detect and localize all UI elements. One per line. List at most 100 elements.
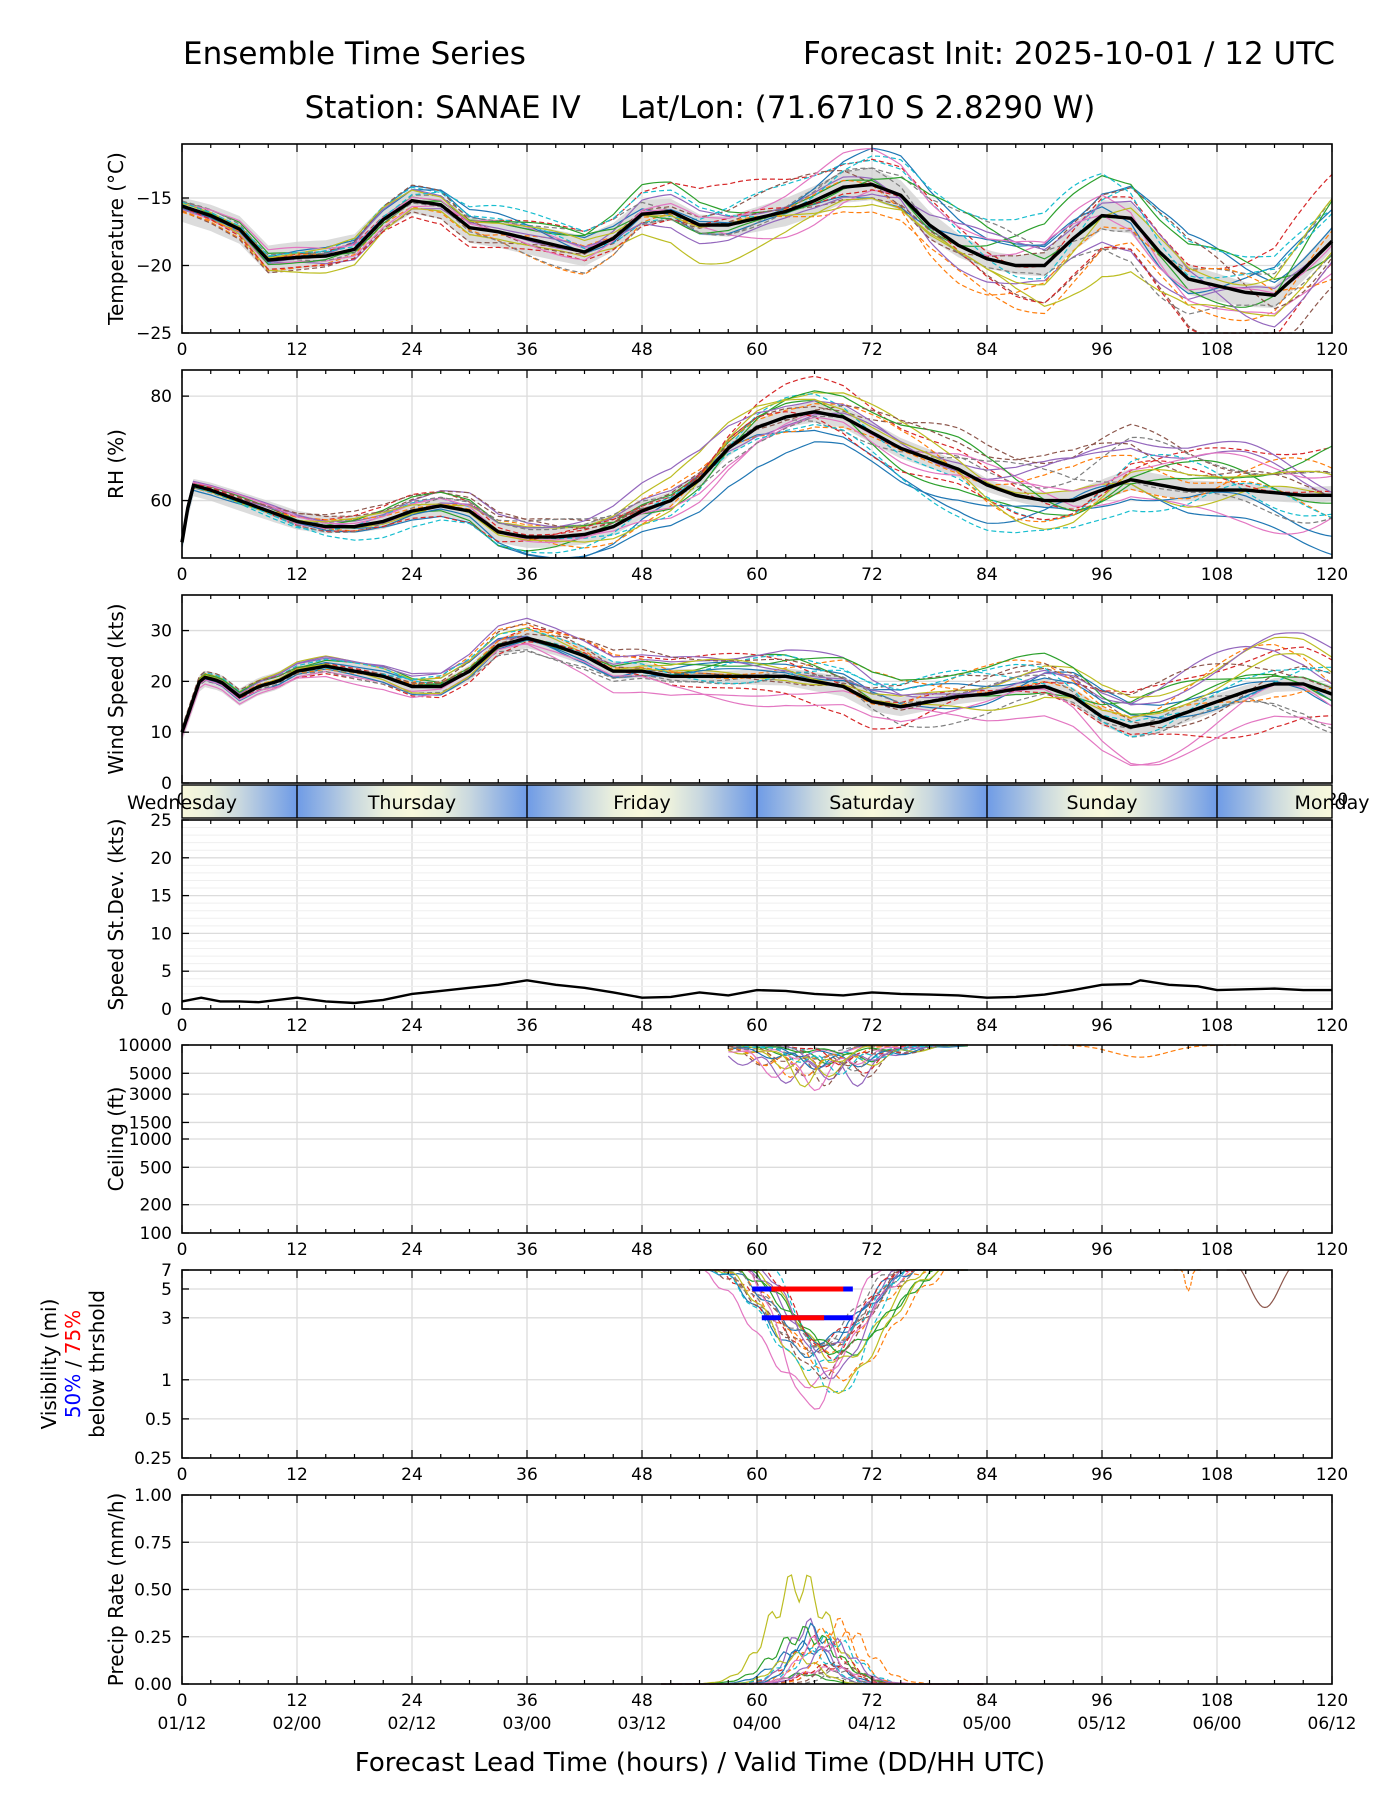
g-temp-xtick-label: 84 — [976, 340, 998, 360]
day-label: Saturday — [829, 792, 915, 814]
g-temp-member-line — [181, 197, 1333, 334]
g-ceil-ylabel: Ceiling (ft) — [104, 1087, 128, 1192]
g-wind-member-line — [181, 650, 1333, 738]
precip-xtick-valid: 05/00 — [963, 1714, 1012, 1734]
g-temp-xtick-label: 120 — [1316, 340, 1348, 360]
g-temp-ytick-label: −25 — [136, 324, 172, 344]
g-ceil-xtick-label: 12 — [286, 1240, 308, 1260]
g-sd-xtick-label: 12 — [286, 1016, 308, 1036]
g-temp-xtick-label: 12 — [286, 340, 308, 360]
g-precip-ylabel: Precip Rate (mm/h) — [104, 1493, 128, 1687]
g-sd-xtick-label: 96 — [1091, 1016, 1113, 1036]
g-precip-member-line — [661, 1622, 984, 1685]
precip-xtick-valid: 04/00 — [733, 1714, 782, 1734]
g-precip-ytick-label: 0.75 — [134, 1533, 172, 1553]
panel-visibility: 0.25 0.5 1 3 57 0 12 24 36 48 60 72 84 96 108 120 Visibi… — [37, 1261, 1348, 1485]
g-vis-member-line — [689, 1269, 968, 1356]
station-line: Station: SANAE IV Lat/Lon: (71.6710 S 2.… — [305, 90, 1096, 126]
g-rh-member-line — [181, 423, 1333, 554]
g-ceil-ytick-label: 10000 — [118, 1036, 172, 1056]
title-right: Forecast Init: 2025-10-01 / 12 UTC — [803, 36, 1335, 72]
g-temp-xtick-label: 72 — [861, 340, 883, 360]
precip-xtick-hour: 60 — [746, 1691, 768, 1711]
g-precip-ytick-label: 0.50 — [134, 1581, 172, 1601]
g-rh-member-line — [181, 418, 1333, 543]
g-sd-xtick-label: 36 — [516, 1016, 538, 1036]
g-temp-xtick-label: 96 — [1091, 340, 1113, 360]
g-temp-member-line — [181, 169, 1333, 310]
g-sd-ytick-label: 15 — [150, 887, 172, 907]
g-ceil-ytick-label: 3000 — [129, 1085, 172, 1105]
g-precip-grid — [182, 1495, 1332, 1684]
g-wind-member-line — [181, 636, 1333, 733]
g-ceil-xtick-label: 0 — [177, 1240, 188, 1260]
g-vis-member-line — [689, 1269, 968, 1354]
g-rh-xtick-label: 84 — [976, 565, 998, 585]
g-precip-members — [661, 1574, 984, 1685]
g-vis-ytick-label: 7 — [161, 1261, 172, 1281]
g-sd-grid — [182, 820, 1332, 1009]
g-vis-xtick-label: 60 — [746, 1465, 768, 1485]
g-rh-xtick-label: 120 — [1316, 565, 1348, 585]
g-ceil-ytick-label: 500 — [140, 1158, 172, 1178]
panel-precip-rate: 0.00 0.25 0.50 0.75 1.00 Precip Rate (mm/h) 0 0… — [104, 1486, 1357, 1734]
g-vis-xtick-label: 0 — [177, 1465, 188, 1485]
g-wind-ytick-label: 20 — [150, 672, 172, 692]
g-ceil-xtick-label: 84 — [976, 1240, 998, 1260]
g-rh-xtick-label: 96 — [1091, 565, 1113, 585]
g-wind-ylabel: Wind Speed (kts) — [104, 603, 128, 774]
g-rh-xtick-label: 108 — [1201, 565, 1233, 585]
g-sd-line — [181, 979, 1332, 1005]
g-sd-ytick-label: 25 — [150, 811, 172, 831]
g-vis-ytick-label: 1 — [161, 1371, 172, 1391]
g-temp-mean-line — [181, 182, 1334, 297]
g-temp-member-line — [181, 185, 1333, 284]
g-rh-xtick-label: 72 — [861, 565, 883, 585]
g-ceil-member-line — [1044, 1044, 1237, 1058]
g-ceil-xtick-label: 36 — [516, 1240, 538, 1260]
g-precip-member-line — [661, 1625, 984, 1685]
precip-xtick-hour: 108 — [1201, 1691, 1233, 1711]
g-sd-xtick-label: 108 — [1201, 1016, 1233, 1036]
precip-xtick-valid: 05/12 — [1078, 1714, 1127, 1734]
g-ceil-grid — [182, 1045, 1332, 1233]
g-sd-ytick-label: 10 — [150, 924, 172, 944]
day-label: Thursday — [367, 792, 456, 814]
g-sd-xtick-label: 0 — [177, 1016, 188, 1036]
g-vis-xtick-label: 48 — [631, 1465, 653, 1485]
g-vis-member-line — [689, 1269, 968, 1371]
g-vis-xtick-label: 12 — [286, 1465, 308, 1485]
g-ceil-ytick-label: 5000 — [129, 1064, 172, 1084]
precip-xtick-hour: 84 — [976, 1691, 998, 1711]
precip-xtick-hour: 36 — [516, 1691, 538, 1711]
g-ceil-member-line — [728, 1044, 968, 1087]
g-temp-member-line — [181, 197, 1333, 317]
g-precip-member-line — [661, 1630, 984, 1685]
g-vis-ytick-label: 0.5 — [145, 1410, 172, 1430]
g-rh-member-line — [181, 375, 1333, 542]
panel-wind-speed: 010203001224364860728496108120Wind Speed… — [104, 594, 1348, 810]
title-left: Ensemble Time Series — [183, 36, 526, 72]
g-wind-ytick-label: 30 — [150, 622, 172, 642]
g-vis-xtick-label: 72 — [861, 1465, 883, 1485]
g-sd-ytick-label: 0 — [161, 1000, 172, 1020]
g-rh-member-line — [181, 441, 1333, 559]
g-sd-xtick-label: 48 — [631, 1016, 653, 1036]
g-rh-member-line — [181, 405, 1333, 540]
g-ceil-member-line — [728, 1044, 968, 1075]
g-rh-xtick-label: 0 — [177, 565, 188, 585]
precip-xtick-hour: 120 — [1316, 1691, 1348, 1711]
precip-xtick-valid: 06/00 — [1193, 1714, 1242, 1734]
precip-xtick-valid: 06/12 — [1308, 1714, 1357, 1734]
g-rh-member-line — [181, 411, 1333, 543]
precip-xtick-valid: 04/12 — [848, 1714, 897, 1734]
vis-ylabel-line2: 50% / 75% — [61, 1310, 85, 1418]
g-wind-member-line — [181, 633, 1333, 728]
g-wind-member-line — [181, 642, 1333, 766]
g-temp-ytick-label: −15 — [136, 189, 172, 209]
g-vis-xtick-label: 36 — [516, 1465, 538, 1485]
g-ceil-xtick-label: 72 — [861, 1240, 883, 1260]
g-ceil-ytick-label: 1000 — [129, 1130, 172, 1150]
g-rh-member-line — [181, 415, 1333, 543]
